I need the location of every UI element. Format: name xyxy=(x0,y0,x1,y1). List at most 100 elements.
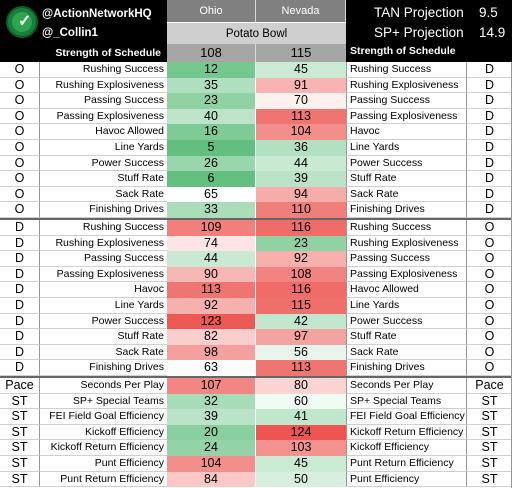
team-b-rank: 36 xyxy=(256,140,346,156)
team-a-rank: 84 xyxy=(167,471,256,488)
unit-label-right: O xyxy=(466,266,512,283)
team-a-rank: 16 xyxy=(167,124,256,140)
stat-name-right: Sack Rate xyxy=(346,186,466,203)
team-a-rank: 12 xyxy=(167,62,256,78)
stat-name-left: Passing Success xyxy=(40,251,167,267)
unit-label-left: O xyxy=(0,171,40,187)
action-network-logo-icon: ✓ xyxy=(6,6,38,38)
unit-label-right: O xyxy=(466,251,512,267)
table-row: Pace Seconds Per Play 107 80 Seconds Per Pla… xyxy=(0,378,512,394)
table-row: D Sack Rate 98 56 Sack Rate O xyxy=(0,344,512,361)
team-b-rank: 103 xyxy=(256,440,346,456)
game-name: Potato Bowl xyxy=(167,22,346,44)
team-b-rank: 45 xyxy=(256,456,346,472)
unit-label-left: ST xyxy=(0,424,40,441)
stat-name-right: Power Success xyxy=(346,313,466,330)
table-row: O Stuff Rate 6 39 Stuff Rate D xyxy=(0,171,512,187)
team-b-rank: 91 xyxy=(256,77,346,94)
tan-projection-label: TAN Projection xyxy=(374,5,464,20)
unit-label-right: D xyxy=(466,171,512,187)
unit-label-right: D xyxy=(466,155,512,172)
table-row: D Stuff Rate 82 97 Stuff Rate O xyxy=(0,329,512,345)
stat-name-right: Power Success xyxy=(346,155,466,172)
unit-label-left: ST xyxy=(0,409,40,425)
stat-name-right: Sack Rate xyxy=(346,344,466,361)
unit-label-right: ST xyxy=(466,440,512,456)
table-row: D Havoc 113 116 Havoc Allowed O xyxy=(0,282,512,298)
stat-name-left: Seconds Per Play xyxy=(40,378,167,394)
team-b-rank: 80 xyxy=(256,378,346,394)
team-b-rank: 110 xyxy=(256,202,346,218)
stat-name-right: Passing Explosiveness xyxy=(346,108,466,125)
stat-name-right: Finishing Drives xyxy=(346,360,466,376)
unit-label-left: D xyxy=(0,251,40,267)
team-a-rank: 35 xyxy=(167,77,256,94)
team-a-rank: 33 xyxy=(167,202,256,218)
team-a-rank: 6 xyxy=(167,171,256,187)
team-b-rank: 113 xyxy=(256,108,346,125)
unit-label-right: O xyxy=(466,282,512,298)
team-a-rank: 123 xyxy=(167,313,256,330)
stat-name-left: Finishing Drives xyxy=(40,360,167,376)
table-row: ST Punt Efficiency 104 45 Punt Return Effici… xyxy=(0,456,512,472)
team-b-rank: 115 xyxy=(256,298,346,314)
stat-name-left: SP+ Special Teams xyxy=(40,394,167,410)
team-b-rank: 45 xyxy=(256,62,346,78)
team-b-rank: 97 xyxy=(256,329,346,345)
unit-label-left: O xyxy=(0,202,40,218)
stat-name-left: Kickoff Efficiency xyxy=(40,425,167,441)
stat-name-right: Havoc xyxy=(346,124,466,140)
team-a-rank: 20 xyxy=(167,424,256,441)
team-a-rank: 92 xyxy=(167,298,256,314)
stat-name-right: SP+ Special Teams xyxy=(346,393,466,410)
sos-team-b: 115 xyxy=(256,44,346,62)
team-a-rank: 65 xyxy=(167,186,256,203)
team-b-rank: 56 xyxy=(256,344,346,361)
stat-name-right: Punt Efficiency xyxy=(346,471,466,488)
table-row: ST FEI Field Goal Efficiency 39 41 FEI Field… xyxy=(0,409,512,425)
team-a-name: Ohio xyxy=(167,0,256,22)
unit-label-left: D xyxy=(0,235,40,252)
unit-label-left: D xyxy=(0,360,40,376)
unit-label-right: D xyxy=(466,62,512,78)
team-a-rank: 44 xyxy=(167,251,256,267)
table-row: D Power Success 123 42 Power Success O xyxy=(0,313,512,330)
stat-name-right: Rushing Explosiveness xyxy=(346,77,466,94)
sp-projection-value: 14.9 xyxy=(479,25,506,40)
unit-label-right: ST xyxy=(466,456,512,472)
team-b-name: Nevada xyxy=(256,0,346,22)
unit-label-left: Pace xyxy=(0,378,40,394)
stat-name-left: FEI Field Goal Efficiency xyxy=(40,409,167,425)
stat-name-right: Stuff Rate xyxy=(346,171,466,187)
table-row: D Rushing Explosiveness 74 23 Rushing Explos… xyxy=(0,235,512,252)
stat-name-left: Sack Rate xyxy=(40,345,167,361)
handle-action-network: @ActionNetworkHQ xyxy=(42,8,152,20)
logo-inner-circle: ✓ xyxy=(12,12,32,32)
unit-label-right: D xyxy=(466,77,512,94)
stat-name-right: Passing Success xyxy=(346,93,466,109)
table-row: D Passing Success 44 92 Passing Success O xyxy=(0,251,512,267)
unit-label-right: D xyxy=(466,108,512,125)
team-b-rank: 42 xyxy=(256,313,346,330)
unit-label-right: D xyxy=(466,186,512,203)
stat-name-left: Rushing Success xyxy=(40,62,167,78)
unit-label-right: ST xyxy=(466,471,512,488)
team-a-rank: 74 xyxy=(167,235,256,252)
table-row: O Havoc Allowed 16 104 Havoc D xyxy=(0,124,512,140)
unit-label-left: O xyxy=(0,77,40,94)
team-a-rank: 26 xyxy=(167,155,256,172)
stat-name-left: Power Success xyxy=(40,314,167,330)
team-b-rank: 70 xyxy=(256,93,346,109)
stat-name-left: Rushing Explosiveness xyxy=(40,236,167,252)
table-row: ST SP+ Special Teams 32 60 SP+ Special Teams… xyxy=(0,393,512,410)
team-a-rank: 63 xyxy=(167,360,256,376)
unit-label-right: Pace xyxy=(466,378,512,394)
handle-collin: @_Collin1 xyxy=(42,27,98,39)
header-left-panel: ✓ @ActionNetworkHQ @_Collin1 Strength of… xyxy=(0,0,167,62)
stat-name-left: Punt Return Efficiency xyxy=(40,472,167,488)
stat-name-right: Line Yards xyxy=(346,298,466,314)
stat-name-right: Passing Explosiveness xyxy=(346,266,466,283)
unit-label-left: O xyxy=(0,155,40,172)
team-b-rank: 124 xyxy=(256,424,346,441)
